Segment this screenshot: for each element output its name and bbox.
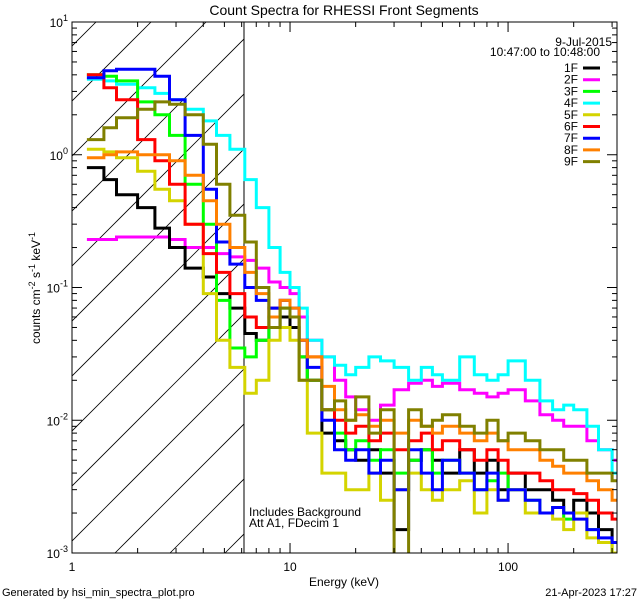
hatch-line xyxy=(72,22,152,102)
x-axis-label: Energy (keV) xyxy=(309,575,379,589)
x-tick-label: 1 xyxy=(69,560,76,574)
series-line-5F xyxy=(86,147,617,553)
legend-label-4F: 4F xyxy=(564,96,578,110)
y-tick-label: 10-2 xyxy=(47,411,68,428)
hatch-line xyxy=(114,423,244,553)
hatch-line xyxy=(72,368,244,542)
legend-date: 9-Jul-2015 xyxy=(555,35,612,49)
hatch-line xyxy=(72,22,97,47)
x-tick-label: 100 xyxy=(498,560,518,574)
hatch-line xyxy=(72,148,244,322)
legend-label-2F: 2F xyxy=(564,73,578,87)
background-shaded-region xyxy=(0,0,244,553)
hatch-line xyxy=(72,38,244,212)
x-tick-label: 10 xyxy=(283,560,297,574)
legend-label-6F: 6F xyxy=(564,120,578,134)
annotation-attenuator: Att A1, FDecim 1 xyxy=(249,516,339,530)
hatch-line xyxy=(72,203,244,377)
series-line-1F xyxy=(86,166,617,544)
y-tick-label: 101 xyxy=(50,13,68,30)
y-axis-label: counts cm-2 s-1 keV-1 xyxy=(27,232,43,344)
chart-title: Count Spectra for RHESSI Front Segments xyxy=(209,2,478,18)
annotation-background: Includes Background xyxy=(249,505,361,519)
legend-label-8F: 8F xyxy=(564,143,578,157)
hatch-line xyxy=(72,93,244,267)
legend-label-5F: 5F xyxy=(564,108,578,122)
y-tick-label: 10-3 xyxy=(47,544,68,561)
legend-label-9F: 9F xyxy=(564,155,578,169)
legend-label-1F: 1F xyxy=(564,61,578,75)
hatch-line xyxy=(0,0,15,553)
y-tick-label: 10-1 xyxy=(47,279,68,296)
y-tick-label: 100 xyxy=(50,146,68,163)
series-line-9F xyxy=(86,100,617,553)
footer-timestamp: 21-Apr-2023 17:27 xyxy=(545,587,637,599)
legend-label-3F: 3F xyxy=(564,84,578,98)
footer-generated-by: Generated by hsi_min_spectra_plot.pro xyxy=(2,587,195,599)
legend-time-range: 10:47:00 to 10:48:00 xyxy=(490,45,600,59)
hatch-line xyxy=(72,313,244,487)
series-line-6F xyxy=(86,73,617,521)
series-line-7F xyxy=(86,67,617,544)
legend-label-7F: 7F xyxy=(564,131,578,145)
